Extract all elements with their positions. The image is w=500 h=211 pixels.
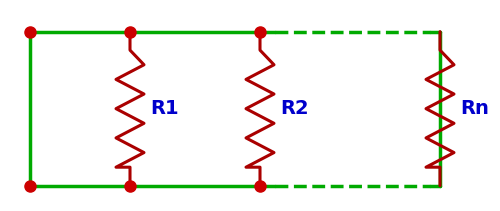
- Text: R1: R1: [150, 99, 178, 118]
- Text: Rn: Rn: [460, 99, 489, 118]
- Text: R2: R2: [280, 99, 308, 118]
